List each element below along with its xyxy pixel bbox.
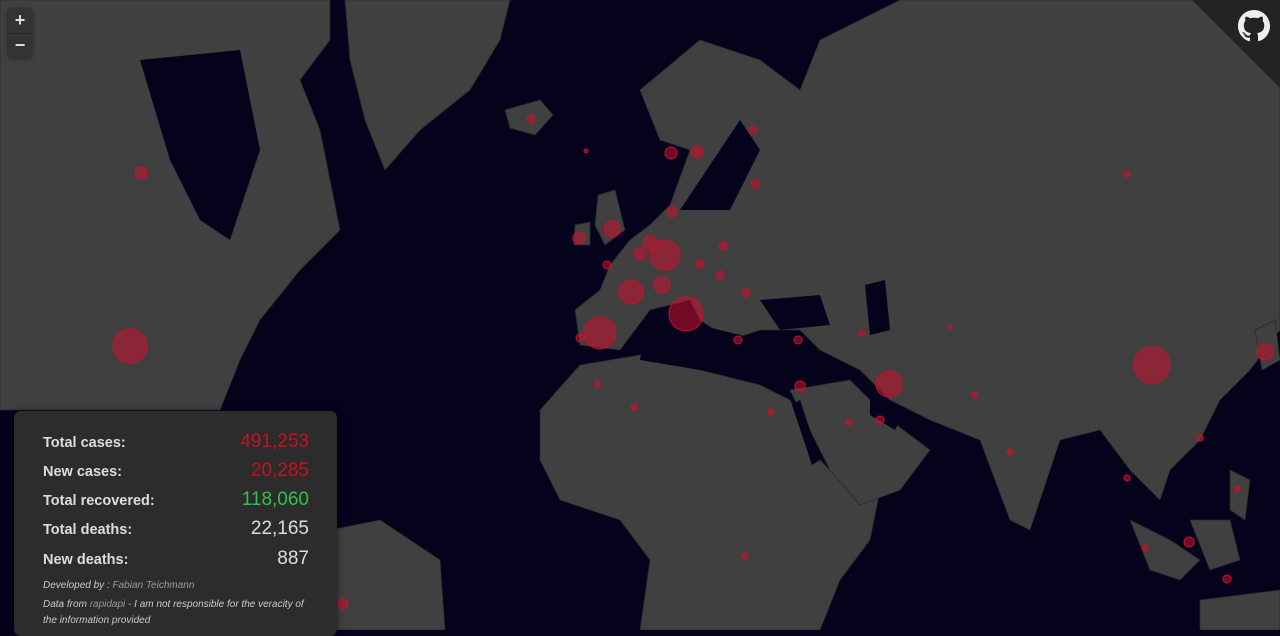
stat-label: New cases:: [43, 464, 122, 480]
case-bubble[interactable]: [767, 408, 775, 416]
disclaimer-text: - I am not responsible for the veracity …: [43, 599, 304, 626]
case-bubble[interactable]: [690, 145, 704, 159]
case-bubble[interactable]: [1222, 574, 1232, 584]
stat-total-recovered: Total recovered: 118,060: [43, 489, 309, 511]
case-bubble[interactable]: [649, 239, 681, 271]
case-bubbles: [112, 114, 1274, 610]
case-bubble[interactable]: [748, 125, 758, 135]
case-bubble[interactable]: [794, 380, 806, 392]
stat-value: 118,060: [241, 489, 309, 510]
case-bubble[interactable]: [741, 288, 751, 298]
stat-value: 22,165: [250, 518, 309, 539]
case-bubble[interactable]: [875, 370, 903, 398]
case-bubble[interactable]: [668, 296, 704, 332]
case-bubble[interactable]: [602, 260, 612, 270]
stat-label: New deaths:: [43, 552, 129, 568]
case-bubble[interactable]: [845, 418, 853, 426]
case-bubble[interactable]: [1183, 536, 1195, 548]
case-bubble[interactable]: [1233, 485, 1241, 493]
case-bubble[interactable]: [1123, 474, 1131, 482]
stat-label: Total cases:: [43, 435, 126, 451]
case-bubble[interactable]: [750, 179, 760, 189]
case-bubble[interactable]: [1006, 448, 1014, 456]
case-bubble[interactable]: [971, 391, 979, 399]
case-bubble[interactable]: [633, 247, 647, 261]
case-bubble[interactable]: [715, 270, 725, 280]
case-bubble[interactable]: [947, 324, 953, 330]
case-bubble[interactable]: [112, 328, 148, 364]
case-bubble[interactable]: [593, 380, 601, 388]
case-bubble[interactable]: [1123, 170, 1131, 178]
case-bubble[interactable]: [718, 241, 728, 251]
stat-value: 887: [277, 548, 309, 569]
stat-total-deaths: Total deaths: 22,165: [43, 518, 309, 540]
case-bubble[interactable]: [653, 276, 671, 294]
case-bubble[interactable]: [1133, 346, 1171, 384]
stats-panel: Total cases: 491,253 New cases: 20,285 T…: [14, 411, 337, 636]
case-bubble[interactable]: [733, 335, 743, 345]
developer-credit: Developed by : Fabian Teichmann: [43, 578, 315, 594]
case-bubble[interactable]: [630, 403, 638, 411]
github-corner[interactable]: [1192, 0, 1280, 88]
stat-label: Total recovered:: [43, 493, 155, 509]
zoom-control: + −: [8, 9, 32, 58]
stat-new-cases: New cases: 20,285: [43, 460, 309, 482]
case-bubble[interactable]: [337, 598, 349, 610]
github-icon[interactable]: [1238, 10, 1270, 42]
case-bubble[interactable]: [583, 148, 589, 154]
case-bubble[interactable]: [858, 329, 866, 337]
case-bubble[interactable]: [618, 279, 644, 305]
case-bubble[interactable]: [1141, 544, 1149, 552]
stat-total-cases: Total cases: 491,253: [43, 431, 309, 453]
case-bubble[interactable]: [134, 166, 148, 180]
credit-text: Data from: [43, 599, 90, 610]
case-bubble[interactable]: [741, 552, 749, 560]
case-bubble[interactable]: [526, 114, 536, 124]
case-bubble[interactable]: [1196, 434, 1204, 442]
case-bubble[interactable]: [1256, 343, 1274, 361]
case-bubble[interactable]: [875, 415, 885, 425]
rapidapi-link[interactable]: rapidapi: [89, 599, 126, 610]
case-bubble[interactable]: [793, 335, 803, 345]
case-bubble[interactable]: [664, 146, 678, 160]
case-bubble[interactable]: [642, 235, 658, 251]
case-bubble[interactable]: [666, 206, 678, 218]
case-bubble[interactable]: [603, 220, 621, 238]
case-bubble[interactable]: [575, 333, 585, 343]
case-bubble[interactable]: [572, 231, 586, 245]
credit-text: Developed by :: [43, 580, 113, 591]
developer-link[interactable]: Fabian Teichmann: [112, 580, 195, 591]
case-bubble[interactable]: [583, 316, 617, 350]
data-credit: Data from rapidapi - I am not responsibl…: [43, 597, 315, 629]
zoom-out-button[interactable]: −: [8, 33, 32, 58]
stat-new-deaths: New deaths: 887: [43, 548, 309, 570]
stat-value: 20,285: [250, 460, 309, 481]
water-bodies: [140, 50, 900, 465]
stat-value: 491,253: [240, 431, 309, 452]
stat-label: Total deaths:: [43, 522, 133, 538]
case-bubble[interactable]: [695, 259, 705, 269]
zoom-in-button[interactable]: +: [14, 10, 26, 30]
